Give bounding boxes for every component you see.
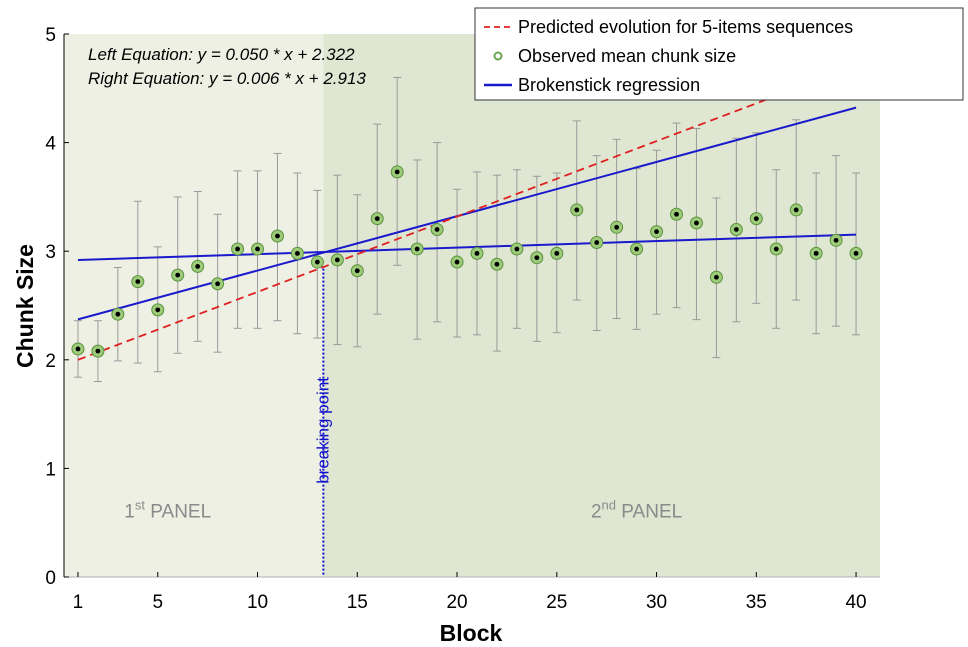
data-point-center xyxy=(394,169,400,175)
regression-line-0 xyxy=(77,106,857,321)
data-point-center xyxy=(853,250,859,256)
equation-1: Left Equation: y = 0.050 * x + 2.322 xyxy=(88,45,355,64)
y-tick-label: 2 xyxy=(45,351,56,372)
data-point-center xyxy=(833,237,839,243)
data-point-center xyxy=(215,281,221,287)
x-tick-label: 15 xyxy=(347,592,368,613)
panel-1-label-sup: st xyxy=(135,497,146,512)
legend-marker-swatch xyxy=(493,51,503,61)
x-tick-label: 1 xyxy=(73,592,84,613)
data-point-center xyxy=(714,274,719,280)
x-tick-label: 35 xyxy=(746,592,767,613)
data-point-center xyxy=(434,227,440,232)
data-point-center xyxy=(374,216,380,222)
y-axis-title: Chunk Size xyxy=(12,244,38,368)
data-point-center xyxy=(195,264,201,269)
data-point-center xyxy=(494,261,500,267)
y-tick-label: 5 xyxy=(45,25,56,46)
data-point-center xyxy=(414,246,420,252)
data-point-center xyxy=(594,240,600,245)
data-point-center xyxy=(793,207,799,213)
panel-2-background xyxy=(323,34,881,577)
x-tick-label: 25 xyxy=(546,592,567,613)
y-tick-label: 1 xyxy=(45,459,56,480)
y-tick-label: 3 xyxy=(45,242,56,263)
data-point-center xyxy=(813,250,819,256)
data-point-center xyxy=(255,246,260,252)
x-tick-label: 40 xyxy=(845,592,866,613)
data-points xyxy=(71,165,863,358)
panel-2-label-sup: nd xyxy=(602,497,616,512)
data-point-center xyxy=(654,229,659,235)
panel-1-label-number: 1 xyxy=(124,501,135,522)
data-point-center xyxy=(674,211,679,217)
data-point-center xyxy=(135,279,141,285)
data-point-center xyxy=(733,227,739,232)
y-tick-label: 0 xyxy=(45,568,56,589)
data-point-center xyxy=(554,250,560,256)
equations: Left Equation: y = 0.050 * x + 2.322 Righ… xyxy=(88,45,366,88)
data-point-center xyxy=(155,307,161,313)
panel-1-background xyxy=(64,34,324,577)
data-point-center xyxy=(235,246,240,252)
x-tick-label: 30 xyxy=(646,592,667,613)
data-point-center xyxy=(474,250,480,256)
panel-1-label-text: PANEL xyxy=(145,501,211,522)
data-point-center xyxy=(634,246,639,252)
panel-2-label-number: 2 xyxy=(591,501,602,522)
panel-1-label: 1st PANEL xyxy=(124,497,211,522)
data-point-center xyxy=(75,346,81,352)
data-point-center xyxy=(275,233,280,239)
plot-background xyxy=(64,34,881,577)
data-point-center xyxy=(295,250,300,256)
x-tick-label: 10 xyxy=(247,592,268,613)
data-point-center xyxy=(614,224,620,230)
legend-label: Brokenstick regression xyxy=(518,75,700,95)
data-point-center xyxy=(514,246,520,252)
panel-labels: 1st PANEL 2nd PANEL xyxy=(124,497,682,522)
data-point-center xyxy=(753,216,759,222)
data-point-center xyxy=(574,207,580,213)
x-axis-title: Block xyxy=(440,620,503,646)
x-tick-label: 5 xyxy=(152,592,163,613)
data-point-center xyxy=(334,257,340,263)
data-point-center xyxy=(314,259,320,265)
data-point-center xyxy=(115,311,121,317)
data-point-center xyxy=(694,220,699,226)
y-tick-label: 4 xyxy=(45,134,56,155)
x-tick-label: 20 xyxy=(446,592,467,613)
data-point-center xyxy=(534,255,540,261)
legend-label: Predicted evolution for 5-items sequence… xyxy=(518,17,853,37)
regression-line-1 xyxy=(77,233,857,261)
breakpoint-label: breaking point xyxy=(313,377,332,484)
legend-label: Observed mean chunk size xyxy=(518,46,736,66)
equation-2: Right Equation: y = 0.006 * x + 2.913 xyxy=(88,69,366,88)
data-point-center xyxy=(773,246,779,252)
data-point-center xyxy=(454,259,460,265)
panel-2-label: 2nd PANEL xyxy=(591,497,682,522)
panel-2-label-text: PANEL xyxy=(616,501,682,522)
data-point-center xyxy=(175,272,181,278)
data-point-center xyxy=(354,268,360,274)
legend: Predicted evolution for 5-items sequence… xyxy=(474,7,964,101)
legend-box xyxy=(474,7,964,101)
breakpoint: breaking point xyxy=(313,268,332,577)
data-point-center xyxy=(95,348,101,354)
